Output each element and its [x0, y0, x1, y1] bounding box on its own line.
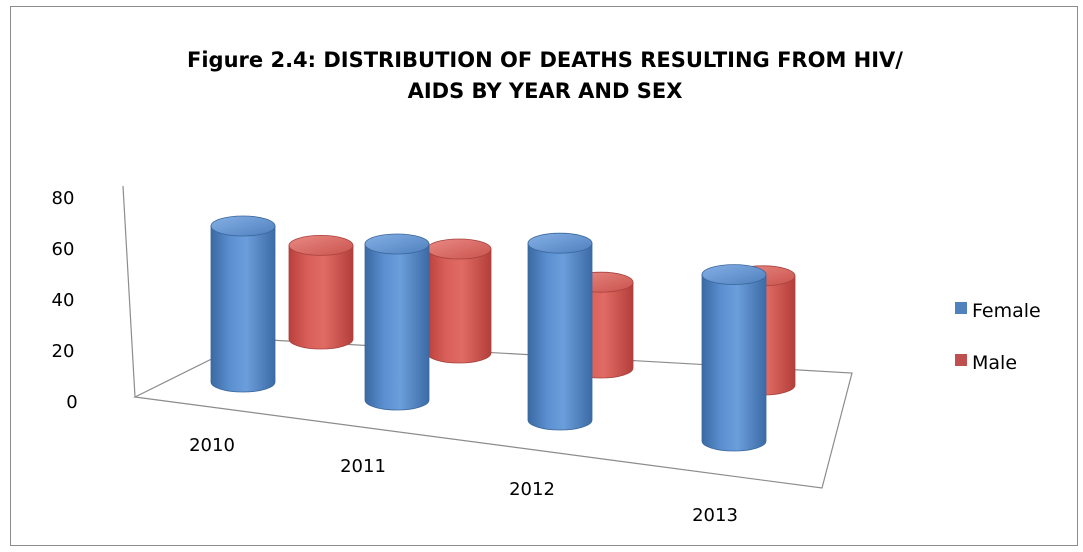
legend-swatch-male: [955, 354, 967, 366]
x-tick-label: 2011: [340, 456, 386, 477]
bar-body: [288, 245, 354, 350]
bar-female-2012: [527, 232, 593, 431]
bar-male-2010: [288, 234, 354, 350]
bar-top-cap: [210, 215, 276, 237]
bar-top-cap: [288, 234, 354, 256]
y-tick-label: 20: [52, 341, 75, 362]
bar-body: [701, 274, 767, 452]
legend-label-female: Female: [972, 300, 1041, 322]
bar-body: [426, 248, 492, 364]
y-tick-label: 80: [52, 188, 75, 209]
x-tick-label: 2012: [509, 479, 555, 500]
y-tick-label: 60: [52, 239, 75, 260]
bar-top-cap: [701, 264, 767, 286]
legend-label-male: Male: [972, 352, 1017, 374]
legend-swatch-female: [955, 302, 967, 314]
chart-title-line-1: Figure 2.4: DISTRIBUTION OF DEATHS RESUL…: [187, 48, 903, 72]
bar-body: [527, 242, 593, 431]
bar-female-2010: [210, 215, 276, 393]
y-tick-labels: 80 60 40 20 0: [52, 188, 78, 413]
bar-female-2013: [701, 264, 767, 452]
bar-male-2011: [426, 238, 492, 364]
chart-title-line-2: AIDS BY YEAR AND SEX: [407, 79, 683, 103]
x-tick-label: 2013: [692, 505, 738, 526]
y-tick-label: 40: [52, 290, 75, 311]
y-tick-label: 0: [66, 392, 77, 413]
x-tick-labels: 2010 2011 2012 2013: [189, 435, 738, 526]
bar-body: [364, 243, 430, 411]
legend: Female Male: [955, 300, 1041, 374]
y-axis-line: [122, 185, 136, 398]
bar-body: [210, 225, 276, 393]
bar-female-2011: [364, 233, 430, 411]
chart-title: Figure 2.4: DISTRIBUTION OF DEATHS RESUL…: [11, 45, 1079, 107]
bar-top-cap: [527, 232, 593, 254]
bar-top-cap: [364, 233, 430, 255]
cylinder-bars: [210, 215, 796, 452]
bar-top-cap: [426, 238, 492, 260]
x-tick-label: 2010: [189, 435, 235, 456]
